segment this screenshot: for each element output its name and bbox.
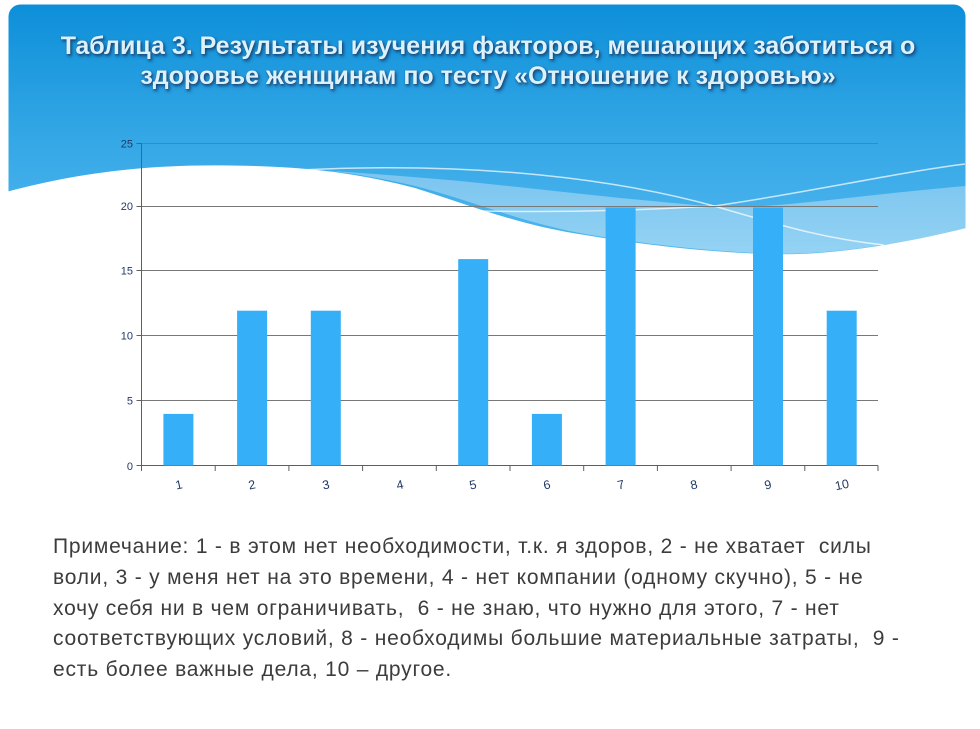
svg-text:9: 9: [763, 477, 773, 492]
svg-text:7: 7: [616, 477, 626, 492]
svg-text:5: 5: [127, 396, 133, 408]
svg-text:15: 15: [121, 266, 133, 278]
svg-text:3: 3: [321, 477, 331, 492]
svg-text:20: 20: [121, 201, 133, 213]
svg-text:10: 10: [121, 331, 133, 343]
svg-text:8: 8: [689, 477, 699, 492]
svg-text:0: 0: [127, 461, 133, 473]
svg-text:25: 25: [121, 139, 133, 151]
svg-text:1: 1: [174, 477, 184, 492]
svg-text:2: 2: [247, 477, 257, 492]
svg-text:10: 10: [834, 477, 851, 494]
svg-text:6: 6: [542, 477, 552, 492]
svg-text:5: 5: [468, 477, 478, 492]
svg-text:4: 4: [395, 477, 405, 492]
